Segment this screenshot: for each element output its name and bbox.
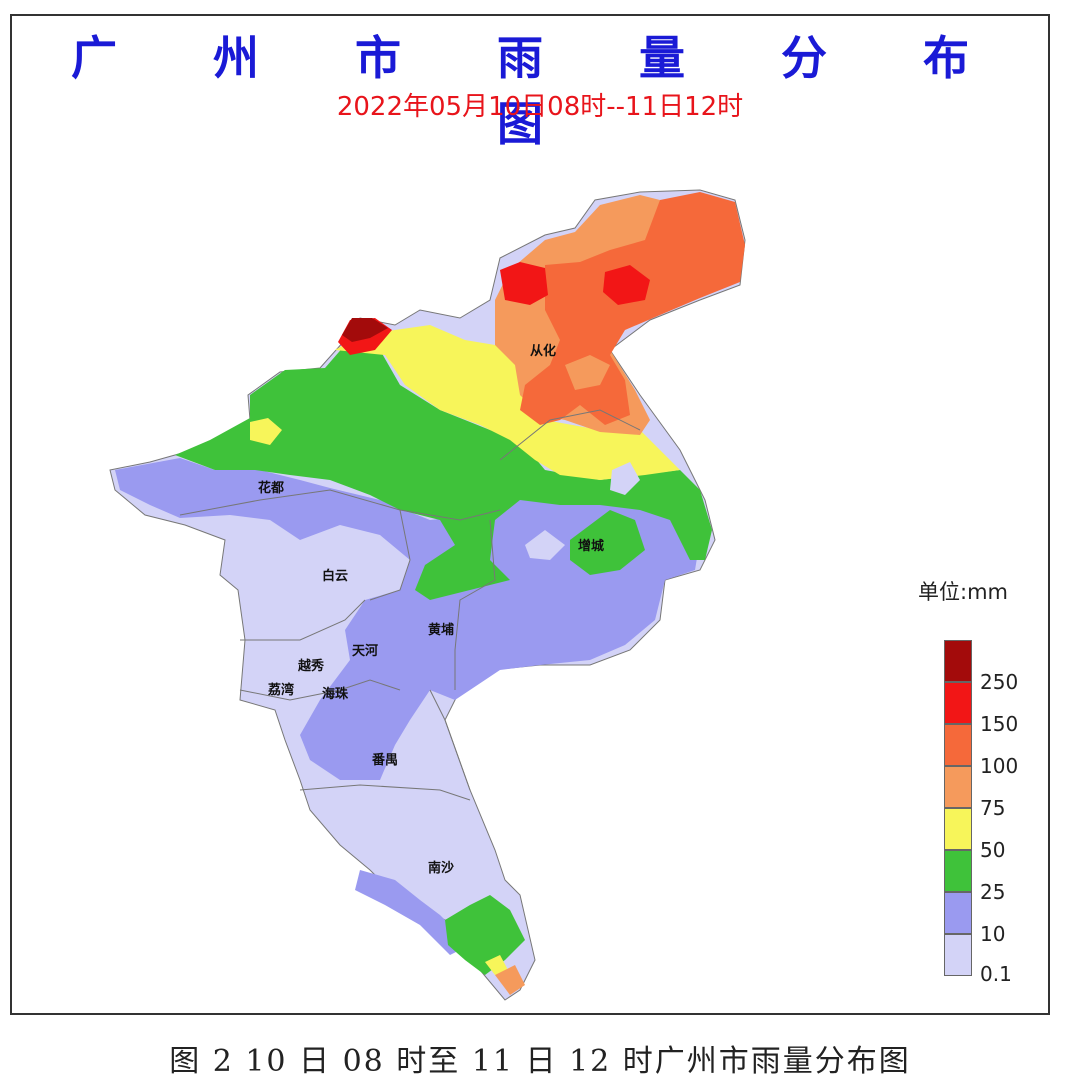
legend-tick-10: 10 bbox=[980, 922, 1006, 946]
region-25-50-zengcheng bbox=[570, 510, 645, 575]
map-title: 广 州 市 雨 量 分 布 图 bbox=[70, 31, 1010, 151]
district-label-huangpu: 黄埔 bbox=[428, 622, 454, 638]
district-label-haizhu: 海珠 bbox=[322, 686, 349, 702]
legend-swatch-150 bbox=[944, 682, 972, 724]
region-10-25-south bbox=[355, 870, 470, 955]
region-75-100-south bbox=[495, 965, 525, 995]
legend-tick-75: 75 bbox=[980, 796, 1006, 820]
district-label-liwan: 荔湾 bbox=[267, 682, 294, 698]
legend-tick-150: 150 bbox=[980, 712, 1019, 736]
legend-tick-100: 100 bbox=[980, 754, 1019, 778]
region-50-75-south bbox=[485, 955, 508, 975]
legend-swatch-25 bbox=[944, 850, 972, 892]
region-light-patch-a bbox=[610, 462, 640, 495]
district-label-tianhe: 天河 bbox=[352, 643, 378, 659]
district-boundaries bbox=[179, 409, 641, 801]
legend-swatch-100 bbox=[944, 724, 972, 766]
figure-caption: 图 2 10 日 08 时至 11 日 12 时广州市雨量分布图 bbox=[169, 1044, 911, 1079]
legend-tick-0-1: 0.1 bbox=[980, 962, 1012, 986]
map-subtitle: 2022年05月10日08时--11日12时 bbox=[336, 92, 744, 122]
region-50-75 bbox=[335, 325, 680, 480]
district-label-yuexiu: 越秀 bbox=[297, 658, 325, 674]
region-250-plus bbox=[342, 318, 388, 342]
region-75-100-inner bbox=[565, 355, 610, 390]
legend-tick-250: 250 bbox=[980, 670, 1019, 694]
legend-swatch-50 bbox=[944, 808, 972, 850]
legend-swatch-250 bbox=[944, 640, 972, 682]
district-label-zengcheng: 增城 bbox=[578, 538, 604, 554]
region-50-75-west bbox=[250, 418, 282, 445]
district-label-huadu: 花都 bbox=[258, 480, 284, 496]
district-label-nansha: 南沙 bbox=[428, 860, 454, 876]
region-light-patch-b bbox=[525, 530, 565, 560]
region-150-250-b bbox=[603, 265, 650, 305]
district-label-baiyun: 白云 bbox=[322, 568, 348, 584]
district-label-conghua: 从化 bbox=[530, 343, 556, 359]
legend-swatch-10 bbox=[944, 892, 972, 934]
legend-unit: 单位:mm bbox=[918, 580, 1008, 604]
district-label-panyu: 番禺 bbox=[371, 752, 398, 768]
region-150-250-a bbox=[500, 262, 548, 305]
legend-swatch-75 bbox=[944, 766, 972, 808]
region-25-50 bbox=[175, 345, 712, 600]
legend: 250 150 100 75 50 25 10 0.1 bbox=[930, 640, 1050, 986]
region-25-50-nansha bbox=[445, 895, 525, 975]
legend-tick-50: 50 bbox=[980, 838, 1006, 862]
legend-swatch-0-1 bbox=[944, 934, 972, 976]
legend-tick-25: 25 bbox=[980, 880, 1006, 904]
